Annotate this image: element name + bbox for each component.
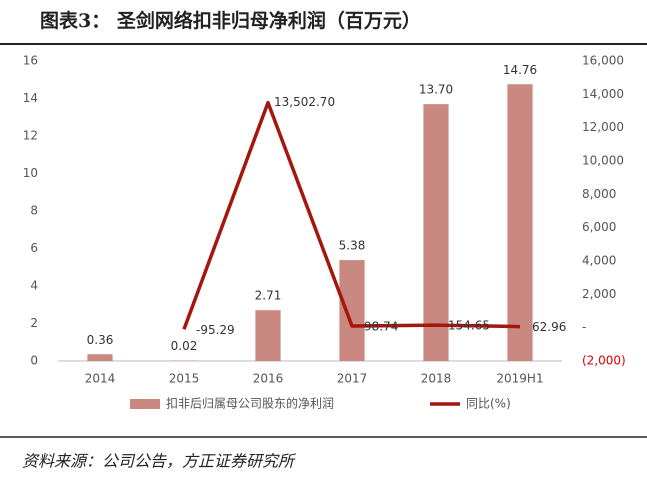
y2-tick-label: -	[582, 320, 586, 334]
y-tick-label: 10	[23, 166, 38, 180]
line-label: 98.74	[364, 320, 398, 334]
bar	[339, 260, 365, 361]
line	[182, 100, 521, 330]
line-label: 154.65	[448, 319, 490, 333]
legend-swatch	[130, 399, 160, 409]
bar	[255, 310, 281, 361]
y2-tick-label: 10,000	[582, 154, 624, 168]
y2-tick-label: 14,000	[582, 87, 624, 101]
y2-tick-label: (2,000)	[582, 354, 626, 368]
line-label: 62.96	[532, 320, 566, 334]
bar	[507, 84, 533, 361]
bar	[423, 104, 449, 361]
legend-label: 扣非后归属母公司股东的净利润	[166, 396, 334, 411]
chart-title: 图表3： 圣剑网络扣非归母净利润（百万元）	[40, 9, 421, 32]
bar-label: 5.38	[339, 239, 366, 253]
x-tick-label: 2019H1	[496, 372, 543, 386]
bar-label: 13.70	[419, 83, 453, 97]
y2-tick-label: 16,000	[582, 54, 624, 68]
x-tick-label: 2015	[169, 372, 200, 386]
bar	[87, 354, 113, 361]
y2-tick-label: 2,000	[582, 287, 616, 301]
bar-label: 0.36	[87, 333, 114, 347]
y2-tick-label: 8,000	[582, 187, 616, 201]
x-tick-label: 2018	[421, 372, 452, 386]
y-tick-label: 12	[23, 129, 38, 143]
y2-tick-label: 6,000	[582, 220, 616, 234]
y2-tick-label: 12,000	[582, 120, 624, 134]
source: 资料来源：公司公告，方正证券研究所	[22, 452, 297, 471]
x-tick-label: 2016	[253, 372, 284, 386]
y-tick-label: 6	[30, 241, 38, 255]
y-tick-label: 2	[30, 316, 38, 330]
y2-tick-label: 4,000	[582, 254, 616, 268]
line-label: -95.29	[196, 323, 235, 337]
x-tick-label: 2014	[85, 372, 116, 386]
bar-label: 14.76	[503, 63, 537, 77]
bar-label: 0.02	[171, 339, 198, 353]
y-tick-label: 14	[23, 91, 38, 105]
line-label: 13,502.70	[274, 95, 335, 109]
y-tick-label: 16	[23, 54, 38, 68]
x-tick-label: 2017	[337, 372, 368, 386]
legend-label: 同比(%)	[466, 397, 511, 411]
bar-label: 2.71	[255, 289, 282, 303]
y-tick-label: 4	[30, 279, 38, 293]
y-tick-label: 0	[30, 354, 38, 368]
y-tick-label: 8	[30, 204, 38, 218]
